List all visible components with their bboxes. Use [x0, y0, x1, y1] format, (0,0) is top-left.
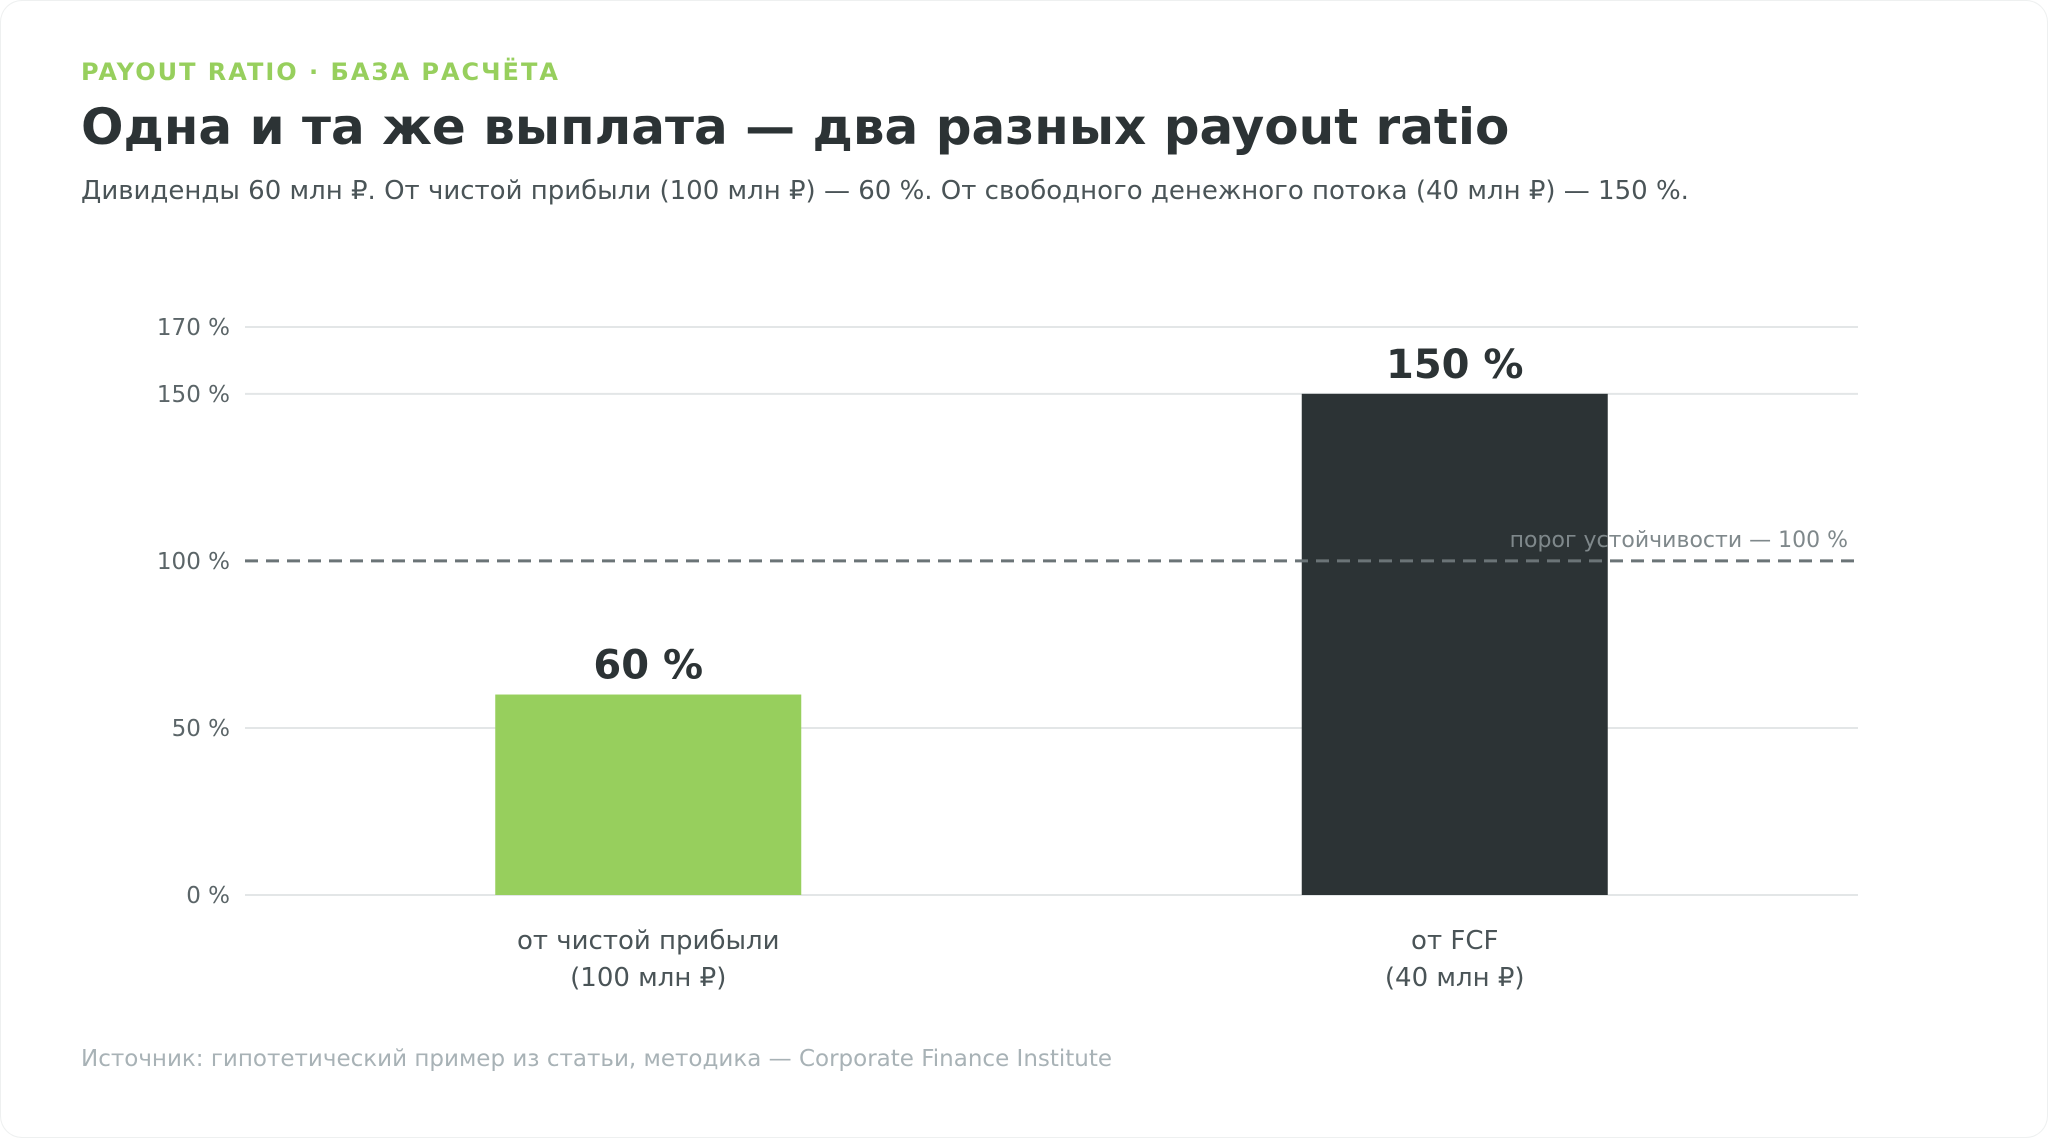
chart-subtitle: Дивиденды 60 млн ₽. От чистой прибыли (1… — [81, 176, 1689, 206]
y-tick-label: 50 % — [172, 716, 230, 742]
bar-2 — [1301, 393, 1608, 895]
chart-title: Одна и та же выплата — два разных payout… — [81, 98, 1510, 156]
reference-layer: порог устойчивости — 100 % — [245, 528, 1858, 563]
bar-value-label: 150 % — [1386, 342, 1524, 388]
chart-kicker: PAYOUT RATIO · БАЗА РАСЧЁТА — [81, 58, 560, 86]
bar-1 — [495, 694, 802, 895]
y-tick-label: 100 % — [157, 549, 230, 575]
labels-layer: 0 % 50 % 100 % 150 % 170 % 60 % от чистой приб… — [157, 315, 1525, 993]
category-label: (40 млн ₽) — [1385, 963, 1525, 993]
y-tick-label: 0 % — [186, 883, 230, 909]
y-tick-label: 170 % — [157, 315, 230, 341]
y-tick-label: 150 % — [157, 382, 230, 408]
grid-layer — [245, 326, 1858, 896]
bars-layer — [495, 393, 1608, 895]
category-label: от FCF — [1411, 926, 1498, 956]
category-label: (100 млн ₽) — [570, 963, 726, 993]
category-label: от чистой прибыли — [517, 926, 780, 956]
chart-source: Источник: гипотетический пример из стать… — [81, 1046, 1113, 1072]
bar-value-label: 60 % — [593, 643, 703, 689]
threshold-label: порог устойчивости — 100 % — [1510, 528, 1848, 553]
